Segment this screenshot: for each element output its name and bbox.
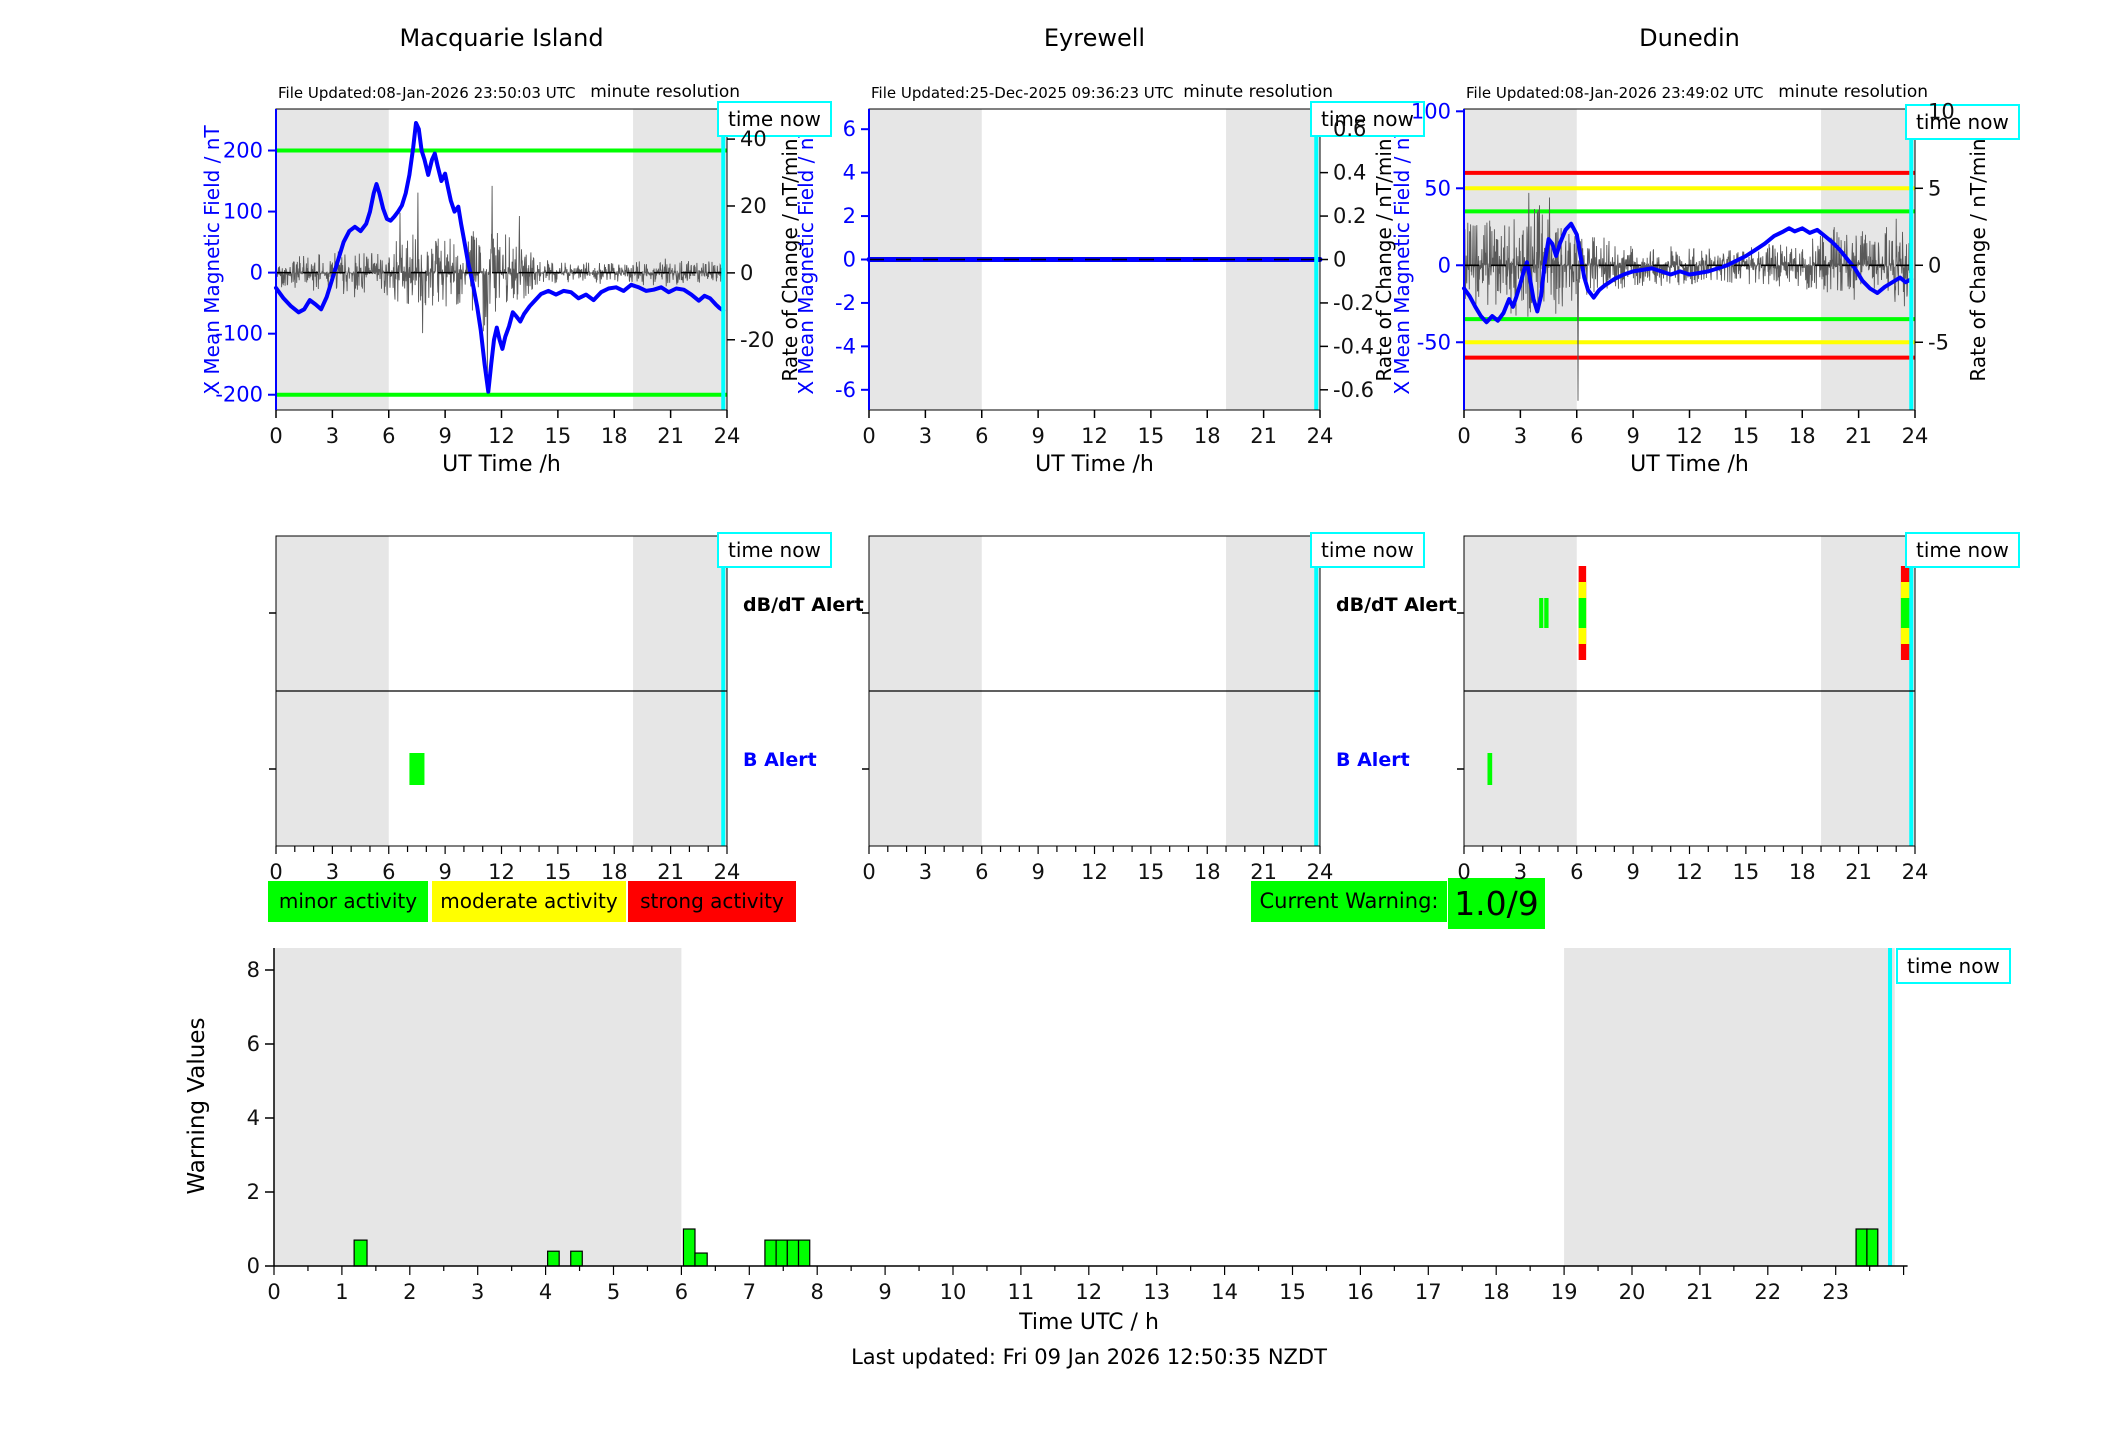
night-band xyxy=(274,948,682,1266)
legend-moderate-activity: moderate activity xyxy=(432,881,626,922)
warning-value-bar xyxy=(786,1239,800,1267)
time-now-box-alert-dunedin: time now xyxy=(1905,532,2020,568)
dbdt-alert-label-eyrewell: dB/dT Alert xyxy=(1336,594,1457,616)
b-alert-label-macquarie: B Alert xyxy=(743,749,817,771)
warning-value-bar xyxy=(570,1250,583,1267)
resolution-label-eyrewell: minute resolution xyxy=(1183,82,1333,102)
station-title-dunedin: Dunedin xyxy=(1639,24,1740,52)
warning-value-bar xyxy=(1866,1228,1879,1267)
rate-of-change-trace xyxy=(275,185,724,374)
y-axis-label-macquarie: X Mean Magnetic Field / nT xyxy=(200,125,224,395)
warning-value-bar xyxy=(775,1239,788,1267)
station-title-macquarie: Macquarie Island xyxy=(399,24,604,52)
legend-minor-activity: minor activity xyxy=(268,881,428,922)
dbdt-alert-minor xyxy=(1900,598,1910,628)
time-now-box-warning: time now xyxy=(1896,948,2011,984)
time-now-box-alert-eyrewell: time now xyxy=(1310,532,1425,568)
time-now-box-top-macquarie: time now xyxy=(717,101,832,137)
x-axis-label-macquarie: UT Time /h xyxy=(442,452,561,477)
file-updated-eyrewell: File Updated:25-Dec-2025 09:36:23 UTC xyxy=(871,84,1174,102)
dbdt-alert-minor xyxy=(1578,598,1587,628)
warning-values-axis-label: Warning Values xyxy=(184,1017,210,1195)
resolution-label-macquarie: minute resolution xyxy=(590,82,740,102)
legend-strong-activity: strong activity xyxy=(628,881,796,922)
warning-value-bar xyxy=(764,1239,777,1267)
y-axis-label-eyrewell: X Mean Magnetic Field / nT xyxy=(794,125,818,395)
warning-value-bar xyxy=(547,1250,560,1267)
file-updated-macquarie: File Updated:08-Jan-2026 23:50:03 UTC xyxy=(278,84,576,102)
b-alert-event xyxy=(1487,753,1493,785)
file-updated-dunedin: File Updated:08-Jan-2026 23:49:02 UTC xyxy=(1466,84,1764,102)
rate-of-change-trace xyxy=(1463,129,1912,401)
b-alert-event xyxy=(409,753,425,785)
b-alert-label-eyrewell: B Alert xyxy=(1336,749,1410,771)
x-axis-label-dunedin: UT Time /h xyxy=(1630,452,1749,477)
dbdt-alert-minor xyxy=(1544,598,1549,628)
y-axis-label-dunedin: X Mean Magnetic Field / nT xyxy=(1390,125,1414,395)
current-warning-label: Current Warning: xyxy=(1251,881,1447,922)
warning-value-bar xyxy=(353,1239,368,1267)
warning-value-bar xyxy=(694,1252,708,1267)
x-axis-label-eyrewell: UT Time /h xyxy=(1035,452,1154,477)
night-band xyxy=(276,109,389,410)
resolution-label-dunedin: minute resolution xyxy=(1778,82,1928,102)
warning-value-bar xyxy=(682,1228,696,1267)
magnetic-field-line xyxy=(274,121,726,394)
time-now-box-top-eyrewell: time now xyxy=(1310,101,1425,137)
dbdt-alert-label-macquarie: dB/dT Alert xyxy=(743,594,864,616)
time-utc-axis-label: Time UTC / h xyxy=(1019,1310,1159,1335)
y2-axis-label-dunedin: Rate of Change / nT/min xyxy=(1966,138,1990,382)
last-updated-text: Last updated: Fri 09 Jan 2026 12:50:35 N… xyxy=(851,1345,1327,1369)
current-warning-value: 1.0/9 xyxy=(1448,878,1545,929)
magnetic-field-line xyxy=(1462,221,1914,325)
warning-value-bar xyxy=(797,1239,811,1267)
time-now-box-top-dunedin: time now xyxy=(1905,104,2020,140)
night-band xyxy=(1564,948,1895,1266)
warning-value-bar xyxy=(1855,1228,1868,1267)
night-band xyxy=(633,109,727,410)
station-title-eyrewell: Eyrewell xyxy=(1043,24,1146,52)
time-now-box-alert-macquarie: time now xyxy=(717,532,832,568)
dbdt-alert-minor xyxy=(1539,598,1544,628)
